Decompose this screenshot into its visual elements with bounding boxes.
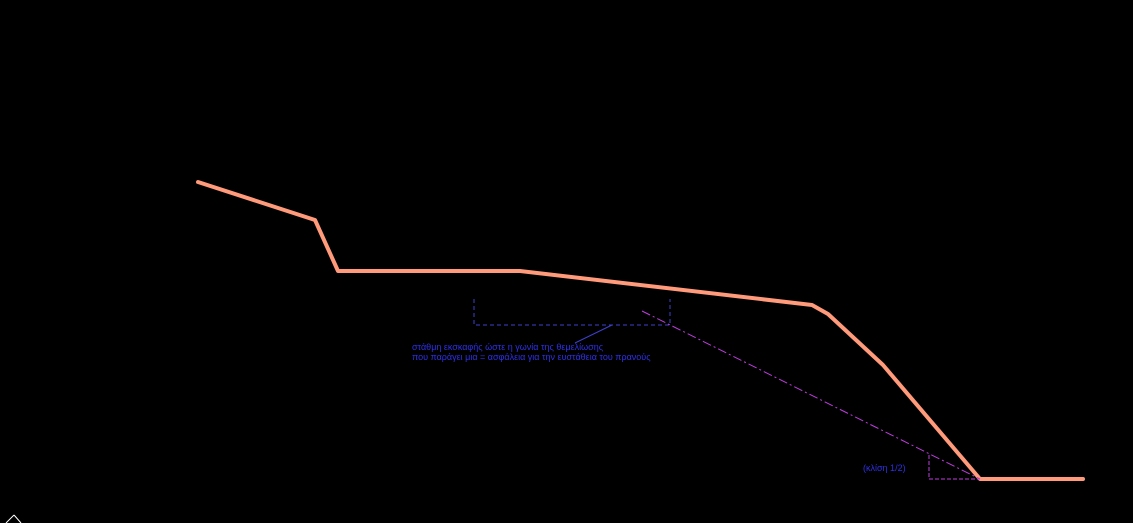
slope-ratio-marker [928, 455, 980, 480]
slope-ratio-label: (κλίση 1/2) [863, 463, 906, 473]
slope-reference-line [641, 310, 981, 480]
note-leader-line [574, 324, 613, 344]
excavation-level-outline [473, 299, 671, 326]
ucs-axis-icon [5, 514, 22, 523]
excavation-note-line-1: στάθμη εκσκαφής ώστε η γωνία της θεμελίω… [412, 342, 604, 352]
terrain-profile-line [196, 180, 1085, 481]
excavation-note-line-2: που παράγει μια = ασφάλεια για την ευστά… [412, 352, 651, 362]
